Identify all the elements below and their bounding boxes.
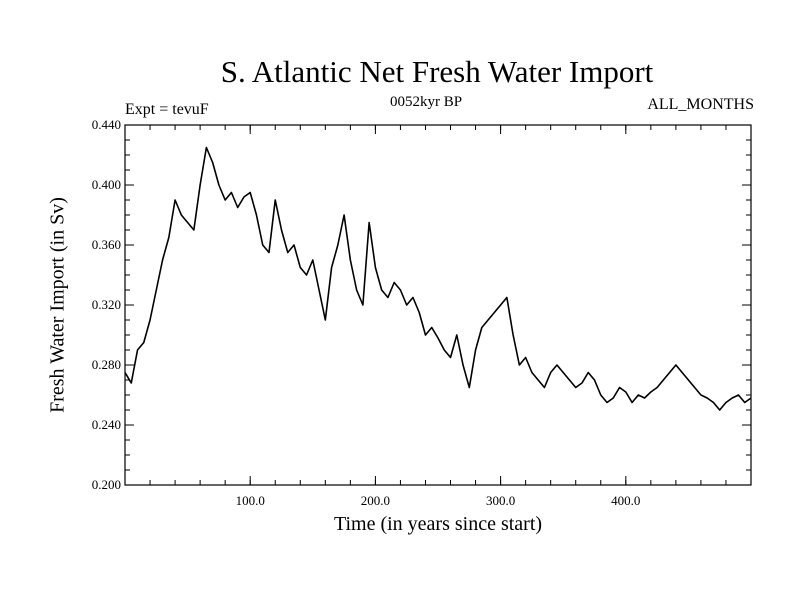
y-tick-label: 0.360 [92, 237, 121, 252]
series-line [124, 146, 752, 411]
y-tick-label: 0.440 [92, 117, 121, 132]
y-tick-label: 0.280 [92, 357, 121, 372]
x-tick-label: 300.0 [486, 493, 515, 508]
chart-title: S. Atlantic Net Fresh Water Import [220, 54, 654, 89]
months-label: ALL_MONTHS [647, 96, 754, 113]
experiment-label: Expt = tevuF [125, 101, 209, 118]
y-tick-label: 0.200 [92, 477, 121, 492]
period-label: 0052kyr BP [390, 94, 463, 110]
y-tick-label: 0.320 [92, 297, 121, 312]
series-layer [124, 146, 752, 411]
x-axis-label: Time (in years since start) [333, 513, 543, 535]
plot-frame [124, 124, 752, 486]
x-tick-label: 200.0 [361, 493, 390, 508]
y-tick-label: 0.400 [92, 177, 121, 192]
y-tick-label: 0.240 [92, 417, 121, 432]
x-tick-label: 100.0 [236, 493, 265, 508]
axis-ticks: 0.200 0.240 0.280 0.320 0.360 0.400 0.440 100.0… [92, 117, 751, 508]
x-tick-label: 400.0 [611, 493, 640, 508]
